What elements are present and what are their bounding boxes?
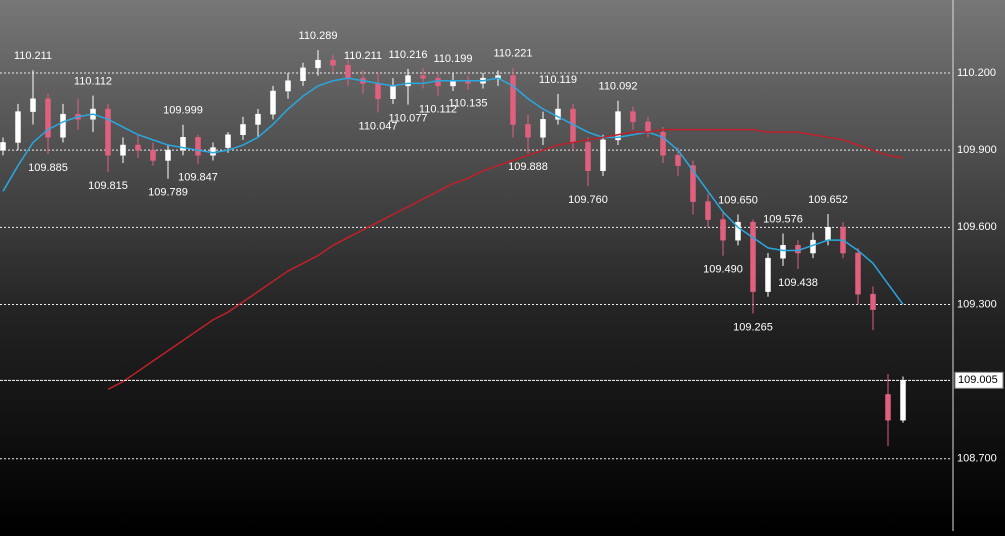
price-annotation: 110.119 bbox=[539, 74, 577, 86]
y-tick-label: 110.200 bbox=[957, 67, 996, 79]
price-annotation: 110.112 bbox=[419, 104, 457, 116]
y-tick-label: 109.900 bbox=[957, 144, 997, 156]
candle-body bbox=[510, 75, 516, 125]
price-annotation: 110.112 bbox=[74, 76, 112, 88]
candle-body bbox=[0, 142, 6, 151]
candle-body bbox=[375, 83, 381, 99]
candle-body bbox=[885, 394, 891, 421]
candle-body bbox=[675, 155, 681, 166]
candle-body bbox=[555, 108, 561, 120]
candle-body bbox=[300, 67, 306, 81]
candle-body bbox=[525, 124, 531, 138]
price-annotation: 110.289 bbox=[299, 30, 338, 42]
price-annotation: 110.077 bbox=[389, 113, 428, 125]
price-annotation: 110.221 bbox=[494, 48, 533, 60]
price-annotation: 110.092 bbox=[599, 81, 638, 93]
price-annotation: 109.847 bbox=[178, 172, 218, 184]
price-annotation: 109.438 bbox=[778, 277, 818, 289]
y-tick-label: 109.600 bbox=[957, 221, 997, 233]
price-annotation: 110.047 bbox=[359, 120, 398, 132]
candle-body bbox=[735, 221, 741, 241]
candle-body bbox=[690, 165, 696, 202]
candle-body bbox=[855, 252, 861, 295]
candle-body bbox=[240, 124, 246, 135]
y-tick-label: 108.700 bbox=[957, 453, 997, 465]
candle-body bbox=[750, 221, 756, 292]
candle-body bbox=[615, 111, 621, 141]
price-annotation: 110.216 bbox=[389, 49, 428, 61]
price-annotation: 110.199 bbox=[434, 53, 473, 65]
price-annotation: 109.789 bbox=[148, 187, 188, 199]
candle-body bbox=[390, 85, 396, 99]
candle-body bbox=[15, 111, 21, 143]
candle-body bbox=[645, 121, 651, 133]
candle-body bbox=[120, 144, 126, 156]
price-annotation: 109.652 bbox=[808, 194, 848, 206]
candle-body bbox=[630, 111, 636, 123]
candle-body bbox=[165, 149, 171, 161]
price-annotation: 109.815 bbox=[88, 180, 128, 192]
price-annotation: 110.211 bbox=[14, 50, 52, 62]
price-annotation: 109.760 bbox=[568, 194, 608, 206]
price-annotation: 109.999 bbox=[163, 105, 203, 117]
candle-body bbox=[255, 113, 261, 125]
price-annotation: 109.885 bbox=[28, 162, 68, 174]
candle-body bbox=[405, 75, 411, 87]
price-annotation: 109.490 bbox=[703, 264, 743, 276]
candle-body bbox=[330, 59, 336, 66]
candle-body bbox=[660, 131, 666, 156]
price-annotation: 109.650 bbox=[718, 194, 758, 206]
candle-body bbox=[210, 147, 216, 156]
candle-body bbox=[285, 80, 291, 92]
candle-body bbox=[150, 149, 156, 161]
candle-body bbox=[585, 142, 591, 171]
last-price-label: 109.005 bbox=[958, 374, 998, 386]
candle-body bbox=[195, 137, 201, 156]
candle-body bbox=[270, 90, 276, 115]
last-price-box bbox=[954, 371, 1004, 389]
price-annotation: 109.576 bbox=[763, 213, 803, 225]
candle-body bbox=[705, 201, 711, 220]
price-annotation: 110.135 bbox=[449, 98, 488, 110]
candle-body bbox=[435, 77, 441, 87]
candle-body bbox=[105, 108, 111, 156]
candle-body bbox=[345, 65, 351, 79]
candle-body bbox=[900, 380, 906, 421]
y-tick-label: 109.300 bbox=[957, 298, 997, 310]
candle-body bbox=[765, 257, 771, 292]
candle-body bbox=[135, 144, 141, 151]
candle-body bbox=[450, 80, 456, 87]
candle-body bbox=[420, 75, 426, 79]
candle-body bbox=[540, 119, 546, 138]
candle-body bbox=[180, 137, 186, 151]
candle-body bbox=[780, 245, 786, 259]
price-annotation: 109.888 bbox=[508, 161, 548, 173]
candle-body bbox=[315, 59, 321, 69]
moving-average bbox=[2, 77, 904, 305]
candle-body bbox=[225, 134, 231, 148]
candle-body bbox=[825, 227, 831, 241]
candle-body bbox=[60, 113, 66, 138]
price-annotation: 110.211 bbox=[344, 50, 382, 62]
candle-body bbox=[45, 98, 51, 138]
candle-body bbox=[600, 139, 606, 171]
candle-body bbox=[870, 293, 876, 310]
moving-average bbox=[107, 128, 904, 390]
price-annotation: 109.265 bbox=[733, 321, 773, 333]
candle-body bbox=[720, 219, 726, 241]
candle-body bbox=[30, 98, 36, 112]
